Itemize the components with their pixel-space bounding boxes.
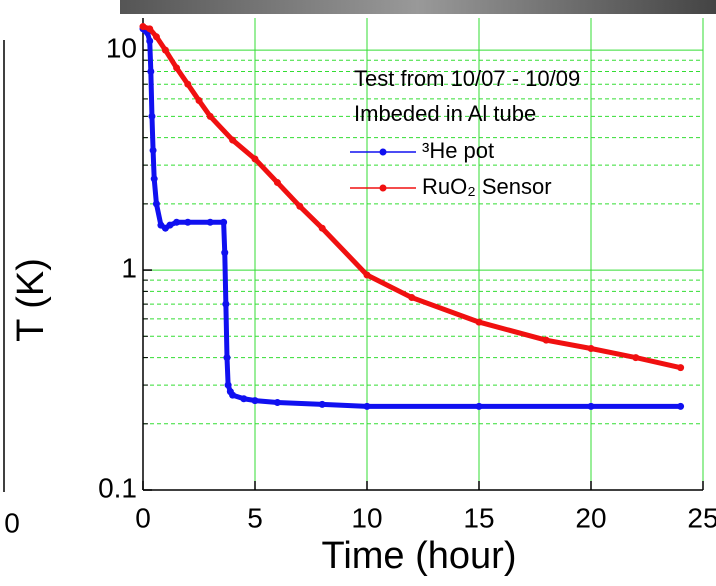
x-tick-label: 5 [247,502,263,533]
data-point [251,397,259,405]
data-point [146,25,154,33]
x-tick-label: 15 [463,502,494,533]
data-point [139,23,147,31]
data-point [363,402,371,410]
annotation: Test from 10/07 - 10/09 [354,66,580,91]
data-point [173,218,181,226]
data-point [152,200,160,208]
data-point [408,294,416,302]
data-point [147,67,155,75]
data-point [184,218,192,226]
data-point [677,402,685,410]
legend-marker [379,148,387,156]
data-point [223,354,231,362]
data-point [363,271,371,279]
x-tick-label: 20 [575,502,606,533]
data-point [240,395,248,403]
y-tick-label: 0.1 [98,472,137,503]
data-point [273,398,281,406]
annotation: Imbeded in Al tube [354,101,536,126]
data-point [318,400,326,408]
x-axis-title: Time (hour) [322,535,517,577]
x-tick-label: 25 [687,502,716,533]
data-point [152,33,160,41]
legend-marker [379,184,387,192]
data-point [475,402,483,410]
data-point [677,364,685,372]
data-point [273,179,281,187]
data-point [251,155,259,163]
data-point [318,224,326,232]
data-point [296,202,304,210]
y-tick-label: 10 [106,33,137,64]
data-point [220,218,228,226]
data-point [149,146,157,154]
legend-label: ³He pot [422,138,494,163]
data-point [229,391,237,399]
y-axis-title: T (K) [10,258,52,342]
data-point [221,249,229,257]
data-point [166,221,174,229]
series-line [141,26,681,409]
data-point [229,136,237,144]
data-point [587,344,595,352]
data-point [632,354,640,362]
data-point [184,80,192,88]
data-point [542,336,550,344]
series-line [142,24,682,371]
data-point [224,381,232,389]
data-point [195,97,203,105]
data-point [206,112,214,120]
photo-strip [120,0,716,14]
data-point [150,175,158,183]
plot: 0.1 1 10 0 5 10 15 20 25 Test from 10/07 - 10/09 I… [98,18,716,533]
data-point [148,112,156,120]
x-tick-label: 0 [135,502,151,533]
data-point [587,402,595,410]
data-point [173,64,181,72]
data-point [161,46,169,54]
legend-label: RuO₂ Sensor [422,174,552,199]
cropped-axis-label: 0 [4,507,20,538]
data-point [146,37,154,45]
y-tick-label: 1 [121,252,137,283]
data-point [222,300,230,308]
data-point [475,318,483,326]
x-tick-label: 10 [351,502,382,533]
data-point [206,218,214,226]
